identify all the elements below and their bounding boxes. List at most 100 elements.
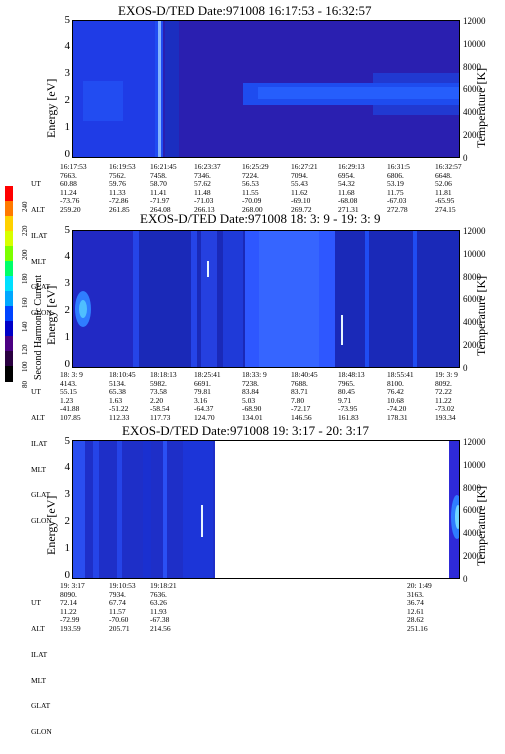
colorbar-tick: 100 — [21, 361, 29, 373]
ephemeris-value: 58.70 — [150, 179, 167, 189]
ephemeris-column: 16:19:53 7562. 59.76 11.33 -72.86 261.85 — [109, 162, 136, 215]
y-tick: 1 — [64, 542, 71, 554]
ephemeris-value: -74.20 — [387, 404, 407, 414]
ephemeris-value: 19:10:53 — [109, 581, 136, 590]
right-tick: 6000 — [463, 294, 481, 304]
ephemeris-value: 11.55 — [242, 187, 259, 197]
ephemeris-value: 214.56 — [150, 623, 171, 633]
ephemeris-value: -73.02 — [435, 404, 455, 414]
ephemeris-value: 7562. — [109, 170, 126, 180]
eph-label: UT — [31, 179, 41, 189]
ephemeris-value: 19: 3:17 — [60, 581, 85, 590]
ephemeris-columns: 19: 3:17 8090. 72.14 11.22 -72.99 193.59 19:10… — [60, 581, 480, 636]
right-tick: 2000 — [463, 551, 481, 561]
ephemeris-value: 57.62 — [194, 179, 211, 189]
ephemeris-column: 18:48:13 7965. 80.45 9.71 -73.95 161.83 — [338, 370, 365, 423]
eph-label: ALT — [31, 204, 45, 214]
right-tick: 0 — [463, 153, 468, 163]
ephemeris-columns: 18: 3: 9 4143. 55.15 1.23 -41.88 107.85 18:10:… — [60, 370, 480, 425]
colorbar-tick: 200 — [21, 249, 29, 261]
ephemeris-value: 268.00 — [242, 204, 263, 214]
ephemeris-column: 16:25:29 7224. 56.53 11.55 -70.09 268.00 — [242, 162, 269, 215]
ephemeris-value: 6691. — [194, 378, 211, 388]
ephemeris-value: 7224. — [242, 170, 259, 180]
ephemeris-value: 7934. — [109, 589, 126, 599]
y-tick: 3 — [64, 67, 71, 79]
ephemeris-value: 261.85 — [109, 204, 130, 214]
ephemeris-value: 8092. — [435, 378, 452, 388]
ephemeris-value: 10.68 — [387, 395, 404, 405]
ephemeris-value: 124.70 — [194, 412, 215, 422]
eph-label: GLAT — [31, 701, 51, 711]
ephemeris-columns: 16:17:53 7663. 60.88 11.24 -73.76 259.20 16:19… — [60, 162, 480, 217]
spectrogram-image — [73, 231, 459, 367]
ephemeris-column: 16:27:21 7094. 55.43 11.62 -69.10 269.72 — [291, 162, 318, 215]
eph-label: ILAT — [31, 230, 48, 240]
spectrogram-image — [73, 441, 459, 578]
ephemeris-value: 20: 1:49 — [407, 581, 432, 590]
ephemeris-column: 18:10:45 5134. 65.38 1.63 -51.22 112.33 — [109, 370, 136, 423]
right-tick: 8000 — [463, 272, 481, 282]
ephemeris-value: 80.45 — [338, 387, 355, 397]
ephemeris-value: 272.78 — [387, 204, 408, 214]
right-tick: 0 — [463, 574, 468, 584]
ephemeris-value: 18:55:41 — [387, 370, 414, 379]
ephemeris-column: 16:31:5 6806. 53.19 11.75 -67.03 272.78 — [387, 162, 410, 215]
ephemeris-labels: UT ALT ILAT MLT GLAT GLON — [31, 163, 52, 335]
ephemeris-value: 54.32 — [338, 179, 355, 189]
ephemeris-value: -64.37 — [194, 404, 214, 414]
ephemeris-value: 259.20 — [60, 204, 81, 214]
right-tick: 0 — [463, 363, 468, 373]
ephemeris-value: 16:29:13 — [338, 162, 365, 171]
ephemeris-value: 55.43 — [291, 179, 308, 189]
ephemeris-value: 5134. — [109, 378, 126, 388]
ephemeris-value: 63.26 — [150, 598, 167, 608]
ephemeris-value: 53.19 — [387, 179, 404, 189]
ephemeris-value: 7458. — [150, 170, 167, 180]
eph-label: GLON — [31, 308, 52, 318]
ephemeris-column: 18:40:45 7688. 83.71 7.80 -72.17 146.56 — [291, 370, 318, 423]
ephemeris-value: -69.10 — [291, 196, 311, 206]
y-tick: 2 — [64, 94, 71, 106]
ephemeris-value: -72.86 — [109, 196, 129, 206]
y-tick: 4 — [64, 250, 71, 262]
ephemeris-value: 3.16 — [194, 395, 208, 405]
right-tick: 10000 — [463, 460, 486, 470]
chart-title: EXOS-D/TED Date:971008 19: 3:17 - 20: 3:… — [122, 423, 369, 438]
ephemeris-value: 83.71 — [291, 387, 308, 397]
ephemeris-value: -41.88 — [60, 404, 80, 414]
ephemeris-value: 11.22 — [435, 395, 452, 405]
ephemeris-value: 11.24 — [60, 187, 77, 197]
right-tick: 12000 — [463, 226, 486, 236]
ephemeris-value: -73.76 — [60, 196, 80, 206]
ephemeris-value: 83.84 — [242, 387, 259, 397]
ephemeris-value: 271.31 — [338, 204, 359, 214]
eph-label: MLT — [31, 256, 47, 266]
right-tick: 4000 — [463, 317, 481, 327]
ephemeris-value: 16:21:45 — [150, 162, 177, 171]
ephemeris-value: 7663. — [60, 170, 77, 180]
ephemeris-value: 6806. — [387, 170, 404, 180]
ephemeris-value: 11.22 — [60, 606, 77, 616]
ephemeris-value: -67.03 — [387, 196, 407, 206]
ephemeris-value: 205.71 — [109, 623, 130, 633]
ephemeris-value: 193.59 — [60, 623, 81, 633]
ephemeris-value: 18:10:45 — [109, 370, 136, 379]
ephemeris-value: 269.72 — [291, 204, 312, 214]
spectrogram-plot — [72, 440, 460, 579]
y-tick: 2 — [64, 515, 71, 527]
ephemeris-value: 8100. — [387, 378, 404, 388]
eph-label: GLAT — [31, 282, 51, 292]
right-tick: 2000 — [463, 130, 481, 140]
eph-label: MLT — [31, 464, 47, 474]
ephemeris-value: -70.09 — [242, 196, 262, 206]
right-tick: 8000 — [463, 62, 481, 72]
ephemeris-value: 18:40:45 — [291, 370, 318, 379]
ephemeris-value: 11.68 — [338, 187, 355, 197]
ephemeris-value: -72.99 — [60, 615, 80, 625]
ephemeris-column: 16:21:45 7458. 58.70 11.41 -71.97 264.08 — [150, 162, 177, 215]
chart-title: EXOS-D/TED Date:971008 18: 3: 9 - 19: 3:… — [140, 211, 381, 226]
right-tick: 12000 — [463, 16, 486, 26]
ephemeris-value: 6648. — [435, 170, 452, 180]
right-tick: 8000 — [463, 483, 481, 493]
